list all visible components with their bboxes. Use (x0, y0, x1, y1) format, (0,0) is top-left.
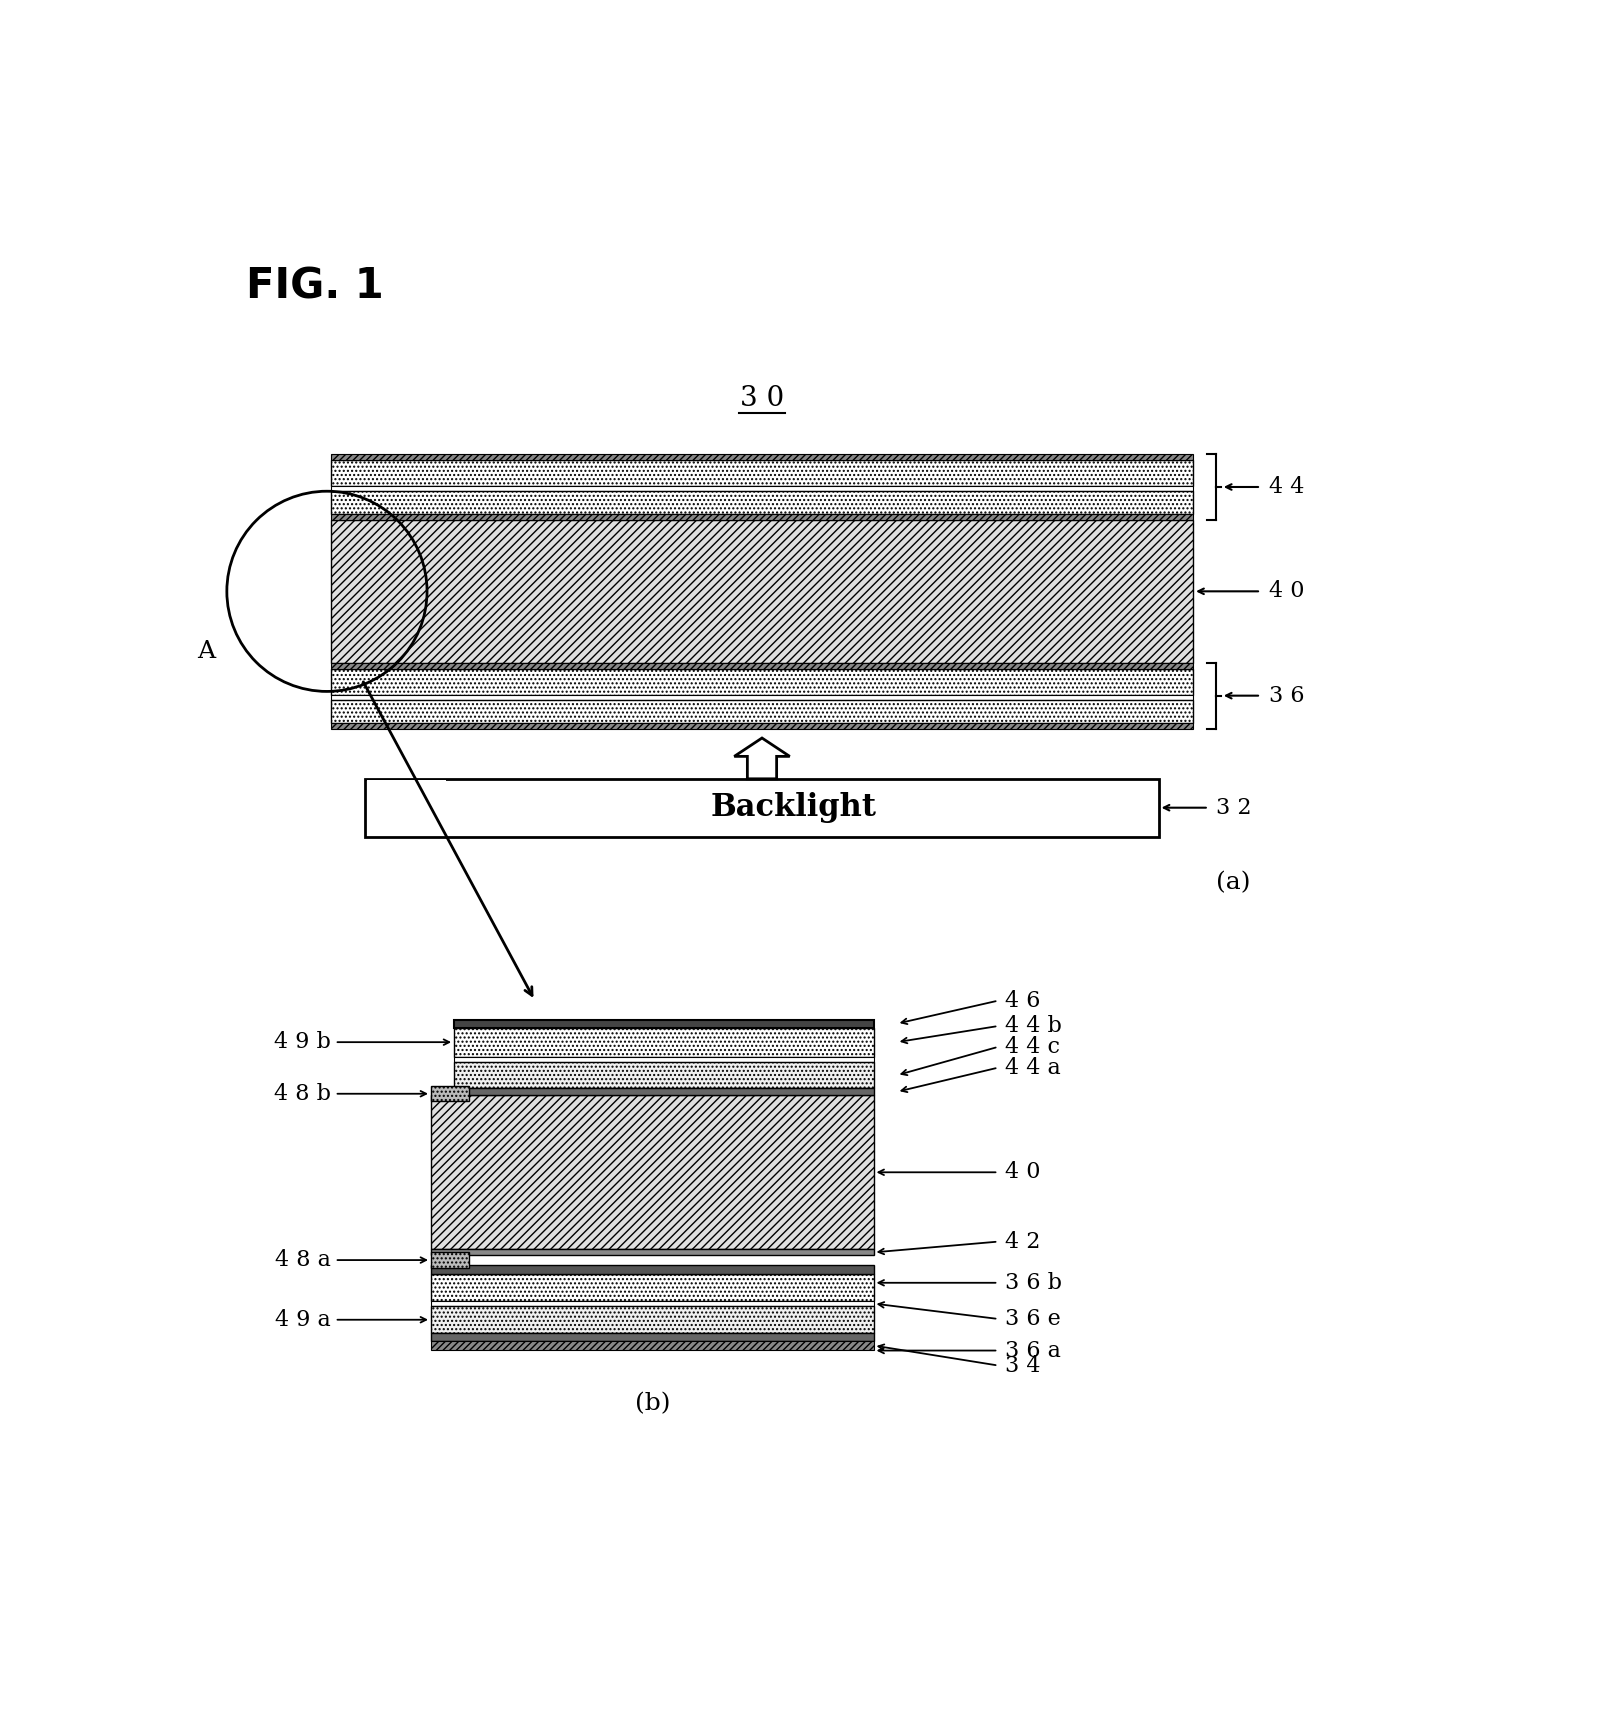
Bar (331, 455, 1194, 460)
Bar (331, 662, 1194, 669)
Text: 3 6 a: 3 6 a (1005, 1340, 1061, 1361)
Text: Backlight: Backlight (711, 792, 877, 823)
Text: 4 0: 4 0 (1005, 1162, 1040, 1183)
Bar (431, 1250, 874, 1255)
Text: 4 2: 4 2 (1005, 1231, 1040, 1252)
Bar (431, 1333, 874, 1342)
Text: 4 9 b: 4 9 b (273, 1030, 331, 1053)
Text: 4 4 b: 4 4 b (1005, 1015, 1061, 1037)
Text: A: A (197, 640, 216, 662)
Bar (431, 1342, 874, 1350)
Bar (331, 491, 1194, 514)
Bar (431, 1274, 874, 1300)
Text: 4 4: 4 4 (1269, 475, 1304, 498)
Text: 3 4: 3 4 (1005, 1354, 1040, 1376)
Bar (454, 1056, 874, 1062)
Bar (331, 520, 1194, 662)
Text: (a): (a) (1216, 871, 1251, 894)
Bar (331, 514, 1194, 520)
Bar (454, 1062, 874, 1088)
Bar (331, 460, 1194, 486)
Bar (454, 1020, 874, 1027)
Text: (b): (b) (634, 1392, 670, 1416)
Text: 4 8 b: 4 8 b (273, 1082, 331, 1105)
Bar (366, 778, 1159, 837)
Bar (431, 1252, 470, 1267)
Text: 4 4 c: 4 4 c (1005, 1036, 1059, 1058)
Bar (368, 780, 446, 835)
Bar (431, 1086, 470, 1101)
Bar (331, 669, 1194, 695)
Text: 3 2: 3 2 (1216, 797, 1251, 820)
Bar (431, 1300, 874, 1307)
Text: 3 6 e: 3 6 e (1005, 1307, 1061, 1330)
Text: 4 6: 4 6 (1005, 989, 1040, 1011)
Text: 4 4 a: 4 4 a (1005, 1056, 1061, 1079)
Text: 3 6: 3 6 (1269, 685, 1304, 707)
Bar (431, 1264, 874, 1274)
Text: 4 9 a: 4 9 a (275, 1309, 331, 1331)
Text: FIG. 1: FIG. 1 (246, 265, 384, 308)
Bar (331, 486, 1194, 491)
Text: 3 0: 3 0 (740, 384, 785, 412)
Bar (331, 695, 1194, 700)
Bar (331, 723, 1194, 728)
Bar (431, 1307, 874, 1333)
Bar (331, 700, 1194, 723)
Text: 4 8 a: 4 8 a (275, 1248, 331, 1271)
Bar (454, 1027, 874, 1056)
Text: 4 0: 4 0 (1269, 581, 1304, 602)
Bar (454, 1088, 874, 1094)
Polygon shape (733, 738, 789, 778)
Bar (431, 1094, 874, 1250)
Text: 3 6 b: 3 6 b (1005, 1273, 1061, 1293)
